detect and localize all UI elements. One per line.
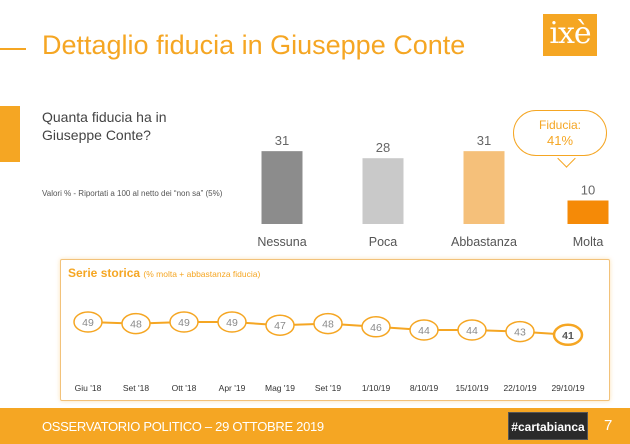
x-tick-label: Set '18 (123, 383, 149, 393)
x-tick-label: 29/10/19 (551, 383, 584, 393)
page-number: 7 (604, 417, 613, 434)
series-title-main: Serie storica (68, 266, 141, 280)
series-point-label: 49 (178, 317, 190, 329)
x-tick-label: Mag '19 (265, 383, 295, 393)
series-point-label: 44 (466, 325, 478, 337)
bar-value-label: 31 (477, 133, 491, 148)
footer-text: OSSERVATORIO POLITICO – 29 OTTOBRE 2019 (42, 419, 324, 434)
x-tick-label: 1/10/19 (362, 383, 391, 393)
trust-line-chart: 49 Giu '18 48 Set '18 49 Ott '18 49 Apr '19 47 Ma… (73, 311, 585, 393)
series-point-label: 41 (562, 330, 574, 342)
x-tick-label: Giu '18 (75, 383, 102, 393)
trust-bar-chart: 31 Nessuna 28 Poca 31 Abbastanza 10 Molta (257, 133, 609, 249)
bar-poca (362, 158, 404, 224)
bar-category-label: Poca (369, 235, 398, 249)
series-point-label: 49 (82, 317, 94, 329)
series-point-label: 49 (226, 317, 238, 329)
cartabianca-badge: #cartabianca (508, 412, 588, 440)
series-point-label: 47 (274, 320, 286, 332)
bar-value-label: 31 (275, 133, 289, 148)
bar-value-label: 28 (376, 140, 390, 155)
bar-value-label: 10 (581, 183, 595, 198)
side-accent-bar (0, 106, 20, 162)
x-tick-label: 22/10/19 (503, 383, 536, 393)
series-point-label: 43 (514, 327, 526, 339)
series-title: Serie storica (% molta + abbastanza fidu… (68, 266, 260, 280)
series-point (121, 312, 151, 335)
callout-value: 41% (546, 133, 574, 148)
series-point (457, 319, 487, 341)
series-point (505, 320, 535, 343)
x-tick-label: Ott '18 (172, 383, 197, 393)
bar-abbastanza (463, 151, 505, 224)
series-title-sub: (% molta + abbastanza fiducia) (143, 269, 261, 279)
x-tick-label: Set '19 (315, 383, 341, 393)
series-point (552, 323, 584, 347)
callout-label: Fiducia: (538, 118, 582, 132)
bar-nessuna (261, 151, 303, 224)
x-tick-label: 8/10/19 (410, 383, 439, 393)
series-point-label: 48 (130, 319, 142, 331)
question-text: Quanta fiducia ha in Giuseppe Conte? (42, 109, 167, 143)
trust-callout: Fiducia: 41% (513, 110, 607, 156)
bar-category-label: Molta (573, 235, 604, 249)
ixe-logo: ixè (543, 14, 597, 56)
x-tick-label: Apr '19 (219, 383, 246, 393)
series-point-label: 46 (370, 322, 382, 334)
title-accent-line (0, 48, 26, 50)
page-title: Dettaglio fiducia in Giuseppe Conte (42, 30, 466, 60)
series-point-label: 48 (322, 319, 334, 331)
series-point (265, 314, 295, 336)
series-point (313, 312, 343, 335)
bar-category-label: Nessuna (257, 235, 306, 249)
bar-molta (567, 200, 609, 224)
values-note: Valori % - Riportati a 100 al netto dei … (42, 189, 223, 198)
series-point (73, 311, 103, 333)
series-point (169, 311, 199, 333)
series-point (409, 319, 439, 341)
series-point (217, 311, 247, 333)
series-point (361, 316, 391, 338)
bar-category-label: Abbastanza (451, 235, 517, 249)
x-tick-label: 15/10/19 (455, 383, 488, 393)
series-point-label: 44 (418, 325, 430, 337)
